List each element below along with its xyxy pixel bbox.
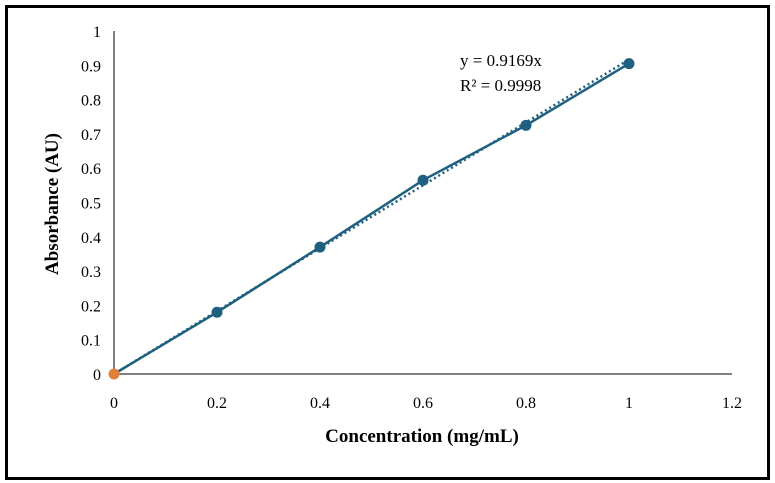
y-tick-label: 0.6 [81,161,101,178]
data-point [417,174,429,186]
y-tick-label: 0.2 [81,298,101,315]
y-tick-label: 0.5 [81,196,101,213]
x-tick-label: 0.2 [207,395,227,412]
trendline-r2-label: R² = 0.9998 [460,76,541,95]
x-tick-label: 0.8 [516,395,536,412]
x-axis-title: Concentration (mg/mL) [325,426,519,447]
data-point [108,368,120,380]
y-tick-label: 0.3 [81,264,101,281]
y-axis-title: Absorbance (AU) [42,133,63,275]
data-point [211,306,223,318]
series-line [113,62,630,376]
y-tick-label: 0.8 [81,93,101,110]
y-tick-label: 0.4 [81,230,101,247]
chart-frame [5,5,770,480]
data-point [623,58,635,70]
trendline-equation-label: y = 0.9169x [460,51,542,70]
x-tick-label: 0.6 [413,395,433,412]
x-tick-label: 1.2 [722,395,742,412]
x-tick-label: 0.4 [310,395,330,412]
x-tick-label: 1 [625,395,633,412]
y-tick-label: 0.7 [81,127,101,144]
y-tick-label: 1 [93,24,101,41]
x-tick-label: 0 [110,395,118,412]
plot-area: 0 0.1 0.2 0.3 0.4 0.5 0.6 0.7 0.8 0.9 1 0 0.2 0.4 0.6 0… [81,24,742,412]
data-point [520,119,532,131]
data-point [314,241,326,253]
y-tick-label: 0.9 [81,58,101,75]
y-tick-label: 0.1 [81,333,101,350]
y-tick-label: 0 [93,367,101,384]
